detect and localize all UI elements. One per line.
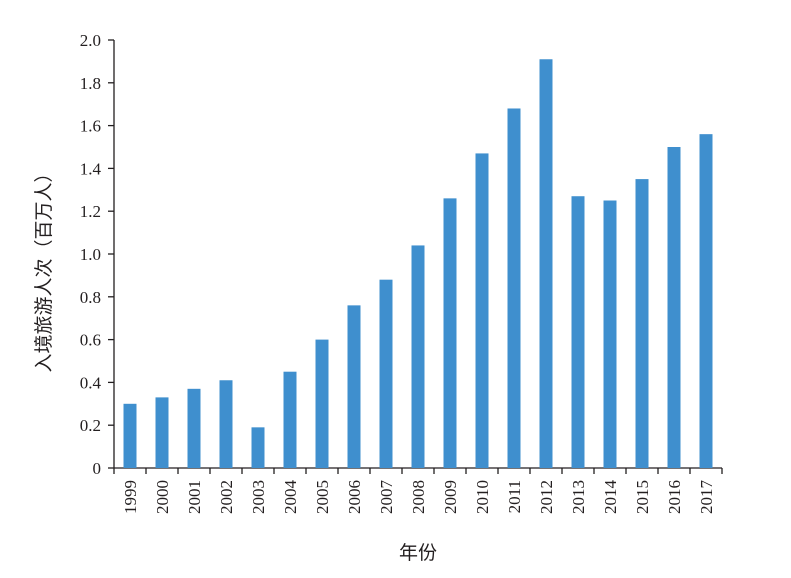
y-tick-label: 1.2 [80,202,101,221]
y-tick-label: 1.8 [80,74,101,93]
x-tick-label: 2014 [601,480,620,515]
bar-2000 [155,397,169,468]
x-axis: 1999 2000 2001 2002 2003 2004 2005 2006 2007 2008… [113,467,723,515]
x-tick-label: 2007 [377,480,396,515]
x-tick-label: 2004 [281,480,300,515]
bar-2010 [475,153,489,469]
x-tick-label: 2015 [633,480,652,514]
y-tick-label: 0 [93,459,102,478]
x-tick-label: 2003 [249,480,268,514]
bar-2014 [603,200,617,468]
bar-2002 [219,380,233,468]
x-tick-label: 2016 [665,480,684,514]
x-axis-title: 年份 [399,542,437,564]
bar-2017 [699,134,713,468]
bar-2011 [507,108,521,468]
x-tick-label: 2002 [217,480,236,514]
y-tick-label: 0.2 [80,416,101,435]
x-tick-label: 2012 [537,480,556,514]
bar-2016 [667,147,681,468]
bar-1999 [123,403,137,468]
x-tick-label: 2006 [345,480,364,514]
bar-2001 [187,388,201,468]
x-tick-label: 1999 [121,480,140,514]
bar-2004 [283,371,297,468]
x-tick-label: 2001 [185,480,204,514]
y-tick-label: 0.4 [80,373,102,392]
bar-2005 [315,339,329,468]
y-tick-label: 1.4 [80,159,102,178]
bar-2007 [379,279,393,468]
x-tick-label: 2000 [153,480,172,514]
x-tick-label: 2010 [473,480,492,514]
x-tick-label: 2008 [409,480,428,514]
y-tick-label: 0.8 [80,288,101,307]
x-tick-label: 2009 [441,480,460,514]
bar-2003 [251,427,265,468]
bar-2012 [539,59,553,468]
bar-2015 [635,179,649,468]
bar-2009 [443,198,457,469]
bar-2013 [571,196,585,468]
y-axis: 0 0.2 0.4 0.6 0.8 1.0 1.2 1.4 1.6 1.8 2.0 [80,31,115,478]
bars [123,59,713,469]
y-tick-label: 1.6 [80,117,101,136]
bar-2006 [347,305,361,468]
x-tick-label: 2005 [313,480,332,514]
x-tick-label: 2017 [697,480,716,515]
y-tick-label: 1.0 [80,245,101,264]
y-axis-title: 入境旅游人次（百万人） [33,163,55,372]
x-tick-label: 2011 [505,480,524,513]
x-tick-label: 2013 [569,480,588,514]
bar-2008 [411,245,425,468]
y-tick-label: 0.6 [80,331,101,350]
y-tick-label: 2.0 [80,31,101,50]
